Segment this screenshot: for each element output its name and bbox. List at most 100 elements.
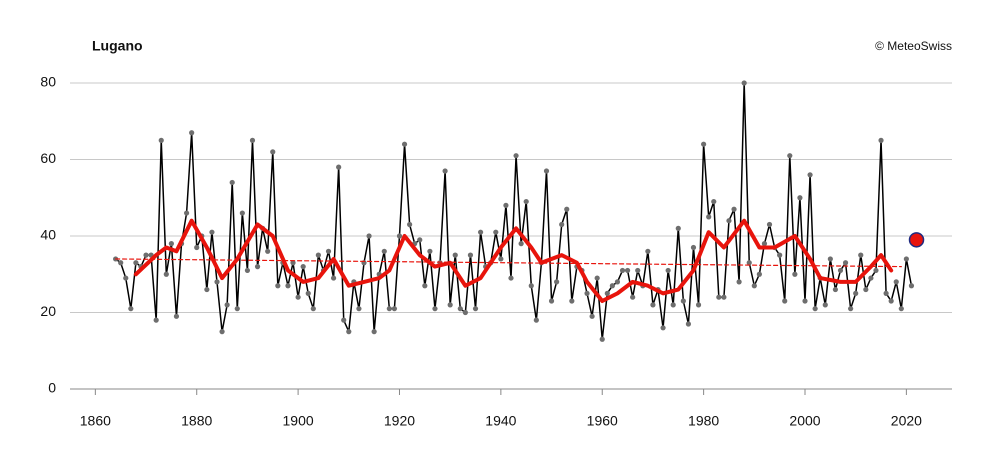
data-point: [554, 279, 560, 285]
data-point: [812, 306, 818, 312]
data-point: [386, 306, 392, 312]
x-tick-label: 2020: [891, 413, 922, 429]
data-point: [310, 306, 316, 312]
data-point: [548, 298, 555, 304]
data-point: [477, 229, 484, 235]
data-point: [569, 298, 575, 304]
data-point: [366, 233, 372, 239]
data-point: [158, 137, 164, 143]
data-point: [462, 309, 468, 316]
data-point: [690, 244, 697, 251]
data-point: [802, 298, 808, 304]
data-point: [432, 306, 438, 312]
data-point: [341, 317, 347, 323]
data-point: [290, 260, 296, 266]
data-point: [498, 256, 504, 262]
data-point: [447, 302, 453, 308]
data-point: [457, 306, 463, 312]
data-point: [559, 221, 565, 228]
data-point: [645, 248, 651, 254]
data-point: [118, 260, 124, 266]
x-tick-label: 1960: [587, 413, 618, 429]
data-point: [407, 221, 413, 228]
data-point: [523, 198, 529, 205]
chart-title: Lugano: [92, 38, 143, 54]
data-point: [508, 275, 514, 281]
data-point: [787, 153, 793, 159]
data-point: [853, 290, 859, 296]
data-point: [822, 302, 828, 308]
data-point: [589, 313, 595, 319]
data-point: [315, 252, 321, 258]
data-point: [214, 279, 220, 285]
x-tick-label: 2000: [789, 413, 820, 429]
data-point: [848, 306, 854, 312]
data-point: [325, 248, 332, 254]
data-point: [427, 248, 433, 254]
data-point: [584, 290, 590, 296]
data-point: [224, 302, 230, 308]
data-point: [401, 141, 408, 147]
data-point: [695, 302, 702, 308]
data-point: [123, 275, 129, 281]
data-point: [756, 271, 762, 277]
data-point: [391, 306, 398, 312]
data-point: [837, 267, 844, 274]
smooth-line: [133, 218, 894, 304]
data-point: [807, 172, 813, 178]
data-point: [270, 149, 276, 155]
data-point: [716, 294, 722, 300]
data-point: [189, 130, 195, 136]
x-tick-label: 1880: [181, 413, 212, 429]
credit: © MeteoSwiss: [875, 39, 952, 53]
data-point: [660, 325, 666, 331]
data-point: [842, 260, 849, 266]
data-point: [797, 195, 803, 201]
data-point: [751, 283, 757, 289]
data-point: [336, 164, 342, 170]
y-tick-label: 60: [40, 150, 56, 166]
data-point: [371, 329, 377, 335]
data-point: [630, 294, 636, 300]
data-point: [249, 137, 256, 143]
data-point: [295, 294, 301, 300]
data-point: [173, 313, 180, 319]
data-point: [731, 206, 737, 212]
data-point: [239, 210, 245, 216]
data-point: [346, 329, 352, 335]
data-point: [234, 306, 240, 312]
data-point: [782, 298, 788, 304]
data-point: [685, 321, 692, 327]
data-point: [614, 279, 621, 285]
data-point: [513, 153, 519, 159]
data-point: [356, 306, 362, 312]
data-point: [503, 202, 509, 208]
data-point: [599, 336, 605, 342]
data-point: [741, 80, 747, 86]
data-point: [204, 286, 210, 293]
y-tick-label: 20: [40, 303, 56, 319]
data-point: [761, 241, 768, 247]
data-point: [133, 260, 139, 266]
data-point: [711, 198, 717, 205]
data-point: [128, 306, 134, 312]
trend-line: [115, 258, 902, 268]
x-tick-label: 1920: [384, 413, 415, 429]
data-line: [114, 82, 913, 341]
x-tick-label: 1900: [283, 413, 314, 429]
data-point: [721, 294, 727, 300]
data-point: [898, 306, 904, 312]
data-point: [675, 225, 681, 231]
data-point: [472, 306, 479, 312]
data-point: [878, 137, 884, 143]
data-point: [766, 221, 773, 228]
data-point: [635, 267, 641, 274]
data-point: [265, 248, 271, 254]
data-point: [442, 168, 448, 174]
data-point: [194, 244, 200, 251]
y-tick-label: 80: [40, 74, 56, 90]
data-point: [396, 233, 403, 239]
data-point: [209, 229, 215, 235]
data-point: [883, 290, 889, 296]
